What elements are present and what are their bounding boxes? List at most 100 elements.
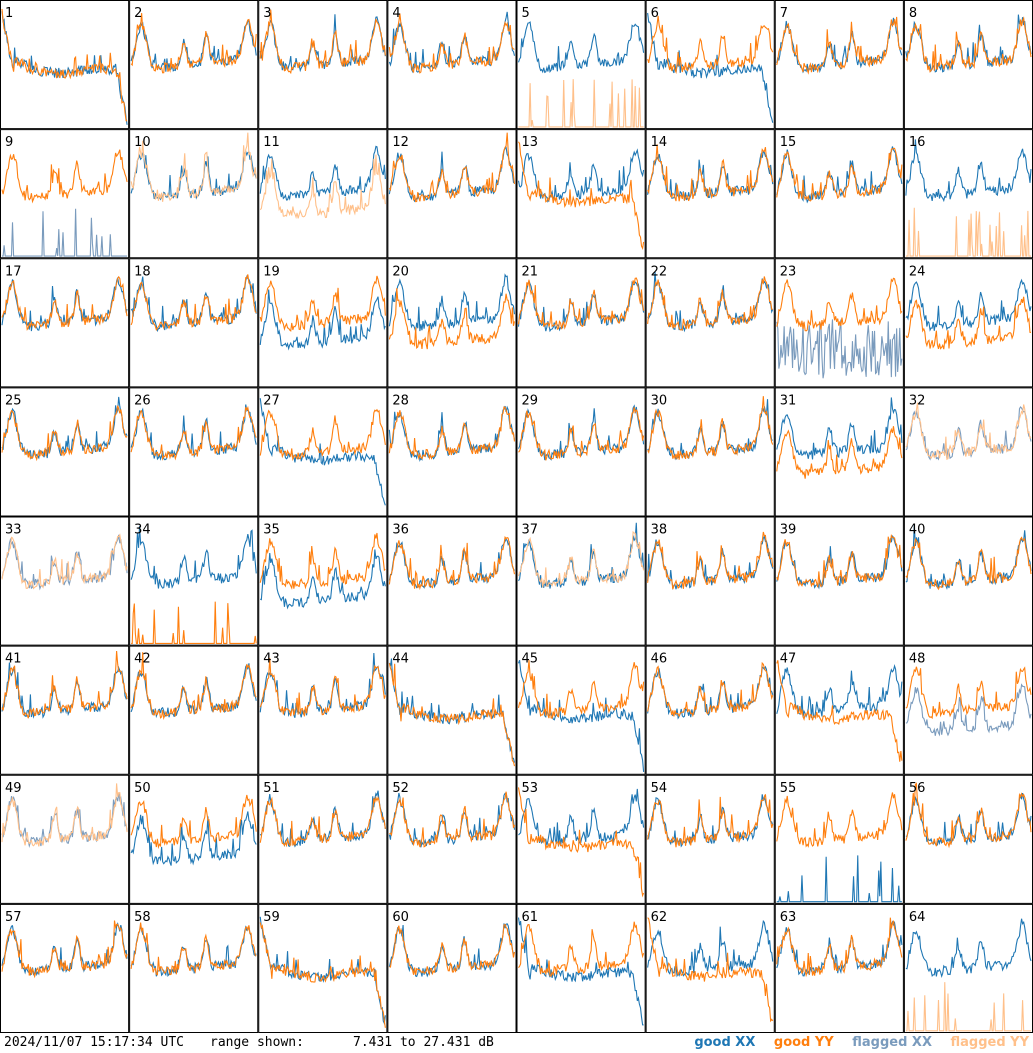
panel-24-good-xx-line: [905, 278, 1032, 332]
panel-59-good-xx-line: [259, 916, 386, 1026]
panel-29: 29: [516, 387, 646, 517]
panel-3: 3: [258, 0, 388, 130]
panel-1: 1: [0, 0, 130, 130]
panel-27-good-xx-line: [259, 398, 386, 506]
legend-flagged-yy: flagged YY: [950, 1035, 1030, 1050]
panel-11-good-xx-line: [259, 145, 386, 201]
panel-24: 24: [903, 258, 1033, 388]
panel-frame: [0, 645, 130, 775]
panel-label: 11: [263, 135, 280, 150]
panel-44-good-yy-line: [388, 663, 516, 767]
panel-label: 62: [651, 910, 668, 925]
panel-label: 9: [5, 135, 13, 150]
panel-label: 5: [522, 6, 530, 21]
panel-52-good-xx-line: [388, 792, 516, 848]
panel-47-good-yy-line: [776, 660, 903, 762]
panel-10-flagged-yy-line: [130, 132, 257, 202]
panel-40: 40: [903, 516, 1033, 646]
panel-24-good-yy-line: [905, 296, 1032, 350]
panel-5-good-xx-line: [517, 21, 645, 74]
panel-label: 23: [780, 264, 797, 279]
panel-label: 50: [134, 781, 151, 796]
panel-42-good-yy-line: [130, 652, 257, 721]
panel-63: 63: [774, 903, 904, 1033]
panel-58-good-yy-line: [130, 922, 257, 976]
range-value: 7.431 to 27.431 dB: [353, 1035, 494, 1050]
panel-39: 39: [774, 516, 904, 646]
panel-label: 59: [263, 910, 280, 925]
panel-64: 64: [903, 903, 1033, 1033]
panel-37-flagged-yy-line: [517, 530, 645, 588]
panel-36: 36: [387, 516, 517, 646]
panel-60: 60: [387, 903, 517, 1033]
panel-2-good-xx-line: [130, 19, 257, 72]
panel-28: 28: [387, 387, 517, 517]
panel-45-good-yy-line: [517, 659, 645, 719]
panel-4-good-yy-line: [388, 13, 515, 74]
panel-label: 1: [5, 6, 13, 21]
panel-19-good-yy-line: [259, 275, 386, 332]
panel-54-good-yy-line: [647, 794, 774, 848]
panel-18: 18: [129, 258, 259, 388]
panel-label: 47: [780, 652, 797, 667]
panel-33-flagged-yy-line: [1, 533, 128, 590]
panel-frame: [129, 0, 259, 130]
panel-label: 56: [909, 781, 926, 796]
panel-12-good-yy-line: [388, 132, 516, 203]
panel-22: 22: [645, 258, 775, 388]
panel-34-good-xx-line: [130, 526, 257, 589]
panel-57-good-yy-line: [1, 920, 128, 979]
panel-62-good-yy-line: [647, 917, 774, 1023]
panel-45: 45: [516, 645, 646, 775]
panel-label: 43: [263, 652, 280, 667]
panel-48: 48: [903, 645, 1033, 775]
panel-5-flagged-yy-line: [518, 79, 644, 128]
panel-21: 21: [516, 258, 646, 388]
panel-37: 37: [516, 516, 646, 646]
panel-frame: [903, 258, 1033, 388]
panel-label: 14: [651, 135, 668, 150]
panel-35-good-yy-line: [259, 532, 386, 590]
panel-label: 40: [909, 523, 926, 538]
panel-46-good-yy-line: [647, 661, 774, 718]
panel-label: 19: [263, 264, 280, 279]
panel-frame: [774, 516, 904, 646]
panel-label: 63: [780, 910, 797, 925]
panel-frame: [516, 0, 646, 130]
panel-58: 58: [129, 903, 259, 1033]
panel-label: 61: [522, 910, 539, 925]
panel-frame: [903, 774, 1033, 904]
panel-23-good-yy-line: [776, 277, 903, 332]
panel-16-flagged-yy-line: [905, 207, 1031, 257]
panel-label: 29: [522, 393, 539, 408]
panel-31: 31: [774, 387, 904, 517]
panel-21-good-yy-line: [517, 277, 645, 331]
panel-17: 17: [0, 258, 130, 388]
panel-label: 6: [651, 6, 659, 21]
legend-good-yy: good YY: [773, 1035, 834, 1050]
panel-label: 36: [392, 523, 409, 538]
panel-label: 27: [263, 393, 280, 408]
panel-8: 8: [903, 0, 1033, 130]
panel-23: 23: [774, 258, 904, 388]
panel-61: 61: [516, 903, 646, 1033]
panel-15: 15: [774, 129, 904, 259]
panel-20-good-xx-line: [388, 273, 516, 332]
panel-54: 54: [645, 774, 775, 904]
panel-label: 26: [134, 393, 151, 408]
panel-26-good-yy-line: [130, 405, 257, 461]
panel-59-good-yy-line: [259, 922, 386, 1028]
panel-label: 42: [134, 652, 151, 667]
legend: good XX good YY flagged XX flagged YY: [680, 1034, 1029, 1052]
panel-label: 52: [392, 781, 409, 796]
panel-13-good-yy-line: [518, 141, 645, 250]
panel-label: 12: [392, 135, 409, 150]
panel-38: 38: [645, 516, 775, 646]
panel-43: 43: [258, 645, 388, 775]
panel-label: 35: [263, 523, 280, 538]
panel-label: 2: [134, 6, 142, 21]
panel-9-flagged-xx-line: [2, 208, 128, 257]
panel-label: 33: [5, 523, 22, 538]
panel-label: 48: [909, 652, 926, 667]
